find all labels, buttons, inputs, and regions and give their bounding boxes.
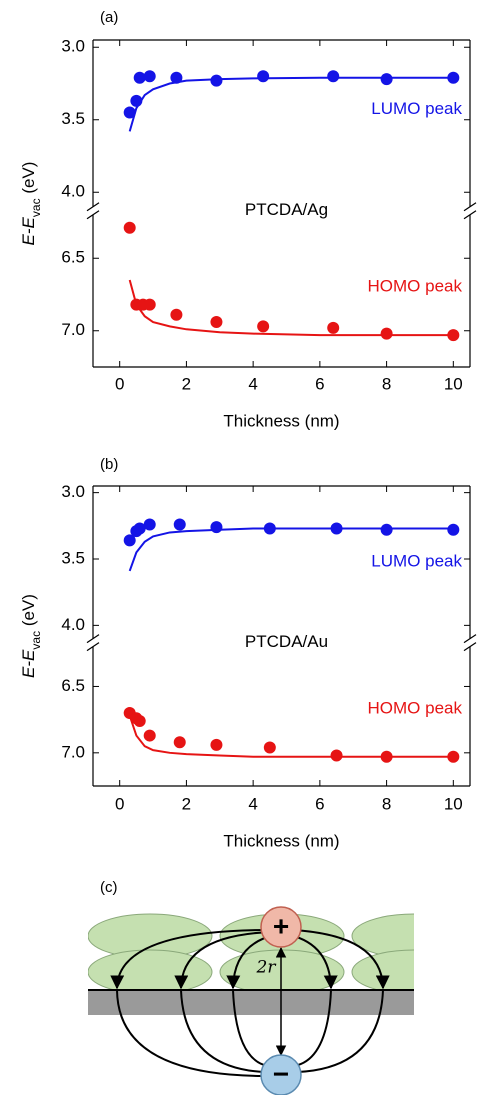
annotation: PTCDA/Au: [245, 632, 328, 651]
data-point: [210, 316, 223, 329]
data-point: [447, 523, 460, 536]
y-axis-title-unit: (eV): [19, 162, 38, 199]
series-label: HOMO peak: [368, 277, 463, 296]
series-label: LUMO peak: [371, 551, 462, 570]
data-point: [327, 321, 340, 334]
y-axis-title-sub: vac: [29, 198, 43, 217]
y-tick-label: 6.5: [61, 676, 85, 695]
data-point: [133, 714, 146, 727]
axis-break: [463, 202, 477, 212]
axis-break: [463, 210, 477, 220]
data-point: [143, 729, 156, 742]
y-tick-label: 4.0: [61, 615, 85, 634]
panel-label: (a): [100, 9, 118, 26]
x-tick-label: 8: [382, 374, 391, 393]
y-tick-label: 6.5: [61, 248, 85, 267]
data-point: [447, 329, 460, 342]
y-tick-label: 3.0: [61, 482, 85, 501]
y-axis-title-unit: (eV): [19, 594, 38, 631]
y-tick-label: 3.5: [61, 109, 85, 128]
plus-sign: +: [273, 910, 289, 941]
data-point: [133, 522, 146, 535]
x-tick-label: 6: [315, 374, 324, 393]
data-point: [133, 71, 146, 84]
data-point: [327, 70, 340, 83]
data-point: [210, 521, 223, 534]
y-tick-label: 7.0: [61, 320, 85, 339]
y-axis-title: E-Evac (eV): [19, 162, 43, 246]
data-point: [210, 74, 223, 87]
axis-break: [86, 642, 100, 652]
y-tick-label: 3.0: [61, 37, 85, 56]
data-point: [263, 741, 276, 754]
data-point: [263, 522, 276, 535]
data-point: [447, 71, 460, 84]
chart: (a) PTCDA/Ag Thickness (nm) E-Evac (eV) 3.0 3…: [19, 9, 477, 430]
y-axis-title-main: E-E: [19, 649, 38, 678]
axis-break: [463, 642, 477, 652]
y-tick-label: 7.0: [61, 742, 85, 761]
y-axis-title-main: E-E: [19, 216, 38, 245]
data-point: [447, 750, 460, 763]
positive-charge: [260, 906, 302, 948]
data-point: [380, 750, 393, 763]
axis-break: [463, 634, 477, 644]
diagram-body: + − 2r: [88, 906, 414, 1095]
data-point: [170, 71, 183, 84]
x-axis-title: Thickness (nm): [223, 411, 339, 430]
data-point: [330, 522, 343, 535]
data-point: [210, 738, 223, 751]
distance-label: 2r: [256, 958, 277, 978]
x-tick-label: 4: [248, 794, 257, 813]
data-point: [173, 736, 186, 749]
panel-label: (b): [100, 456, 118, 473]
x-axis-title: Thickness (nm): [223, 831, 339, 850]
data-point: [380, 73, 393, 86]
data-point: [123, 534, 136, 547]
data-point: [170, 308, 183, 321]
data-point: [143, 518, 156, 531]
substrate: [88, 990, 414, 1015]
data-point: [380, 523, 393, 536]
x-tick-label: 8: [382, 794, 391, 813]
y-tick-label: 3.5: [61, 548, 85, 567]
x-tick-label: 4: [248, 374, 257, 393]
chart: (b) PTCDA/Au Thickness (nm) E-Evac (eV) 3.0 3…: [19, 456, 477, 850]
panel-label: (c): [100, 879, 118, 896]
data-point: [257, 320, 270, 333]
y-axis-title: E-Evac (eV): [19, 594, 43, 678]
data-point: [143, 298, 156, 311]
fit-line: [128, 279, 454, 337]
axis-break: [86, 202, 100, 212]
data-point: [143, 70, 156, 83]
data-point: [330, 749, 343, 762]
y-axis-title-sub: vac: [29, 631, 43, 650]
minus-sign: −: [273, 1058, 289, 1089]
data-point: [380, 327, 393, 340]
x-tick-label: 0: [115, 374, 124, 393]
data-point: [173, 518, 186, 531]
x-tick-label: 10: [444, 794, 463, 813]
x-tick-label: 6: [315, 794, 324, 813]
x-tick-label: 0: [115, 794, 124, 813]
x-tick-label: 2: [182, 794, 191, 813]
y-tick-label: 4.0: [61, 182, 85, 201]
data-point: [123, 221, 136, 234]
axis-break: [86, 210, 100, 220]
series-label: LUMO peak: [371, 99, 462, 118]
x-tick-label: 2: [182, 374, 191, 393]
x-tick-label: 10: [444, 374, 463, 393]
diagram: (c) + − 2r: [88, 879, 414, 1095]
data-point: [257, 70, 270, 83]
annotation: PTCDA/Ag: [245, 200, 328, 219]
negative-charge: [260, 1054, 302, 1095]
fit-line: [128, 715, 454, 758]
data-point: [130, 94, 143, 107]
axis-break: [86, 634, 100, 644]
series-label: HOMO peak: [368, 698, 463, 717]
data-point: [123, 106, 136, 119]
